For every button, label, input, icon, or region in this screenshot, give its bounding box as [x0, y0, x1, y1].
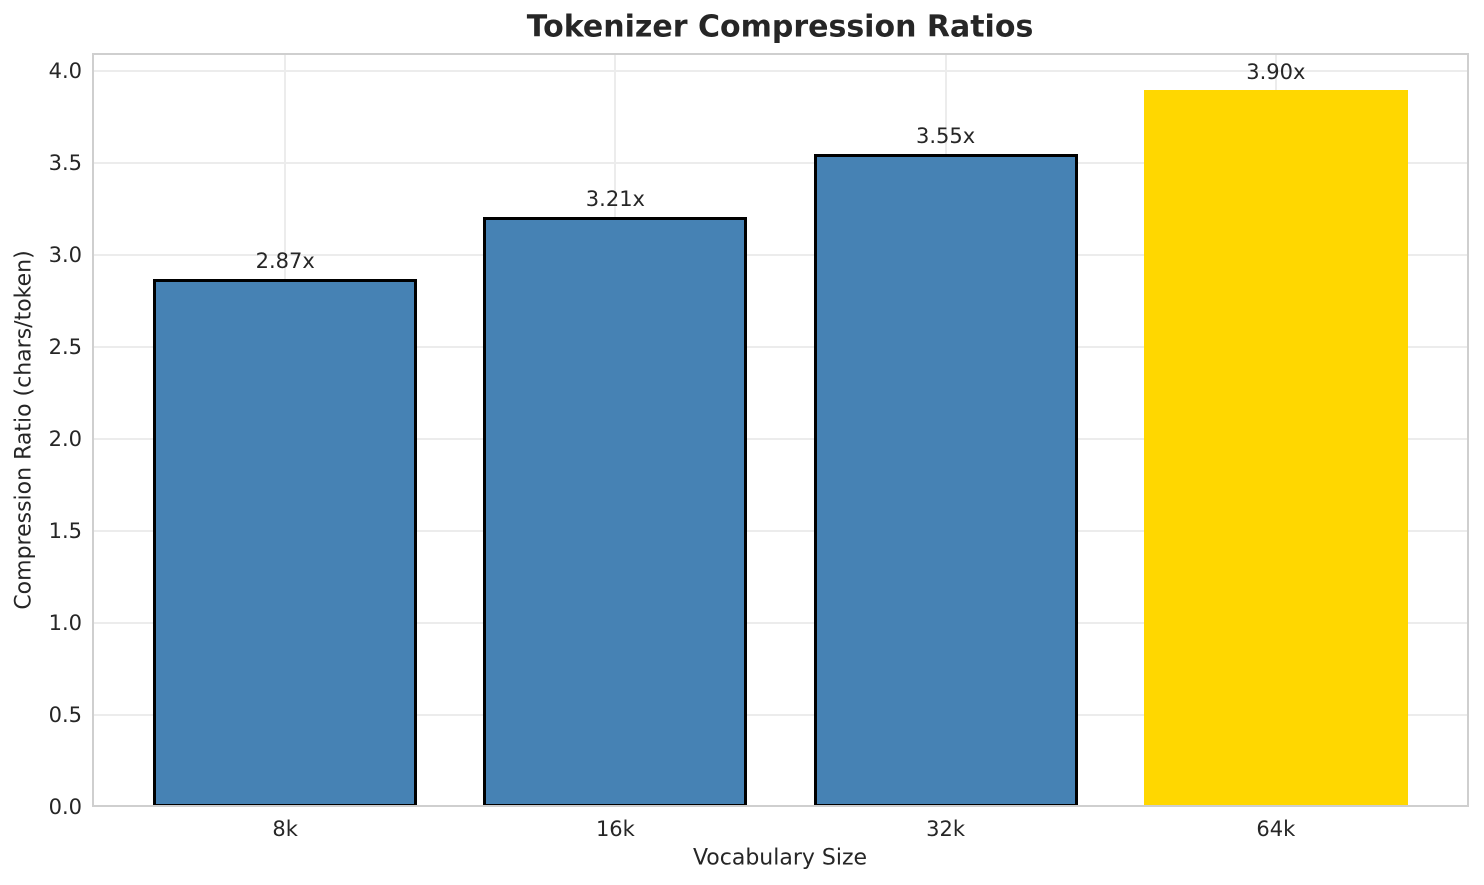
bar-16k — [483, 216, 748, 807]
bar-value-label: 3.21x — [585, 186, 645, 211]
x-axis-label: Vocabulary Size — [692, 845, 868, 871]
y-tick-label: 2.0 — [48, 427, 82, 452]
y-tick-label: 2.5 — [48, 335, 82, 360]
bar-value-label: 2.87x — [255, 249, 315, 274]
x-tick-label: 32k — [926, 817, 966, 841]
horizontal-gridline — [92, 254, 1469, 257]
bar-32k — [813, 154, 1078, 807]
horizontal-gridline — [92, 346, 1469, 349]
bar-8k — [153, 279, 418, 807]
x-tick-label: 16k — [595, 817, 635, 841]
bar-64k — [1143, 89, 1408, 807]
bar-value-label: 3.55x — [916, 124, 976, 149]
y-tick-label: 1.0 — [48, 611, 82, 636]
horizontal-gridline — [92, 622, 1469, 625]
horizontal-gridline — [92, 438, 1469, 441]
y-tick-label: 3.5 — [48, 151, 82, 176]
y-tick-label: 3.0 — [48, 243, 82, 268]
horizontal-gridline — [92, 714, 1469, 717]
x-tick-label: 8k — [272, 817, 298, 841]
horizontal-gridline — [92, 530, 1469, 533]
plot-area: 2.87x 3.21x 3.55x 3.90x 0.0 0.5 1.0 1.5 2.0 2.5 3… — [49, 53, 1469, 841]
y-tick-label: 0.0 — [48, 795, 82, 819]
y-tick-label: 0.5 — [48, 703, 82, 728]
horizontal-gridline — [92, 162, 1469, 165]
x-tick-label: 64k — [1256, 817, 1296, 841]
chart-title: Tokenizer Compression Ratios — [526, 9, 1034, 45]
y-axis-label-text: Compression Ratio (chars/token) — [11, 250, 37, 610]
y-tick-label: 1.5 — [48, 519, 82, 544]
bar-value-label: 3.90x — [1246, 59, 1306, 84]
horizontal-gridline — [92, 70, 1469, 73]
y-tick-label: 4.0 — [48, 59, 82, 84]
